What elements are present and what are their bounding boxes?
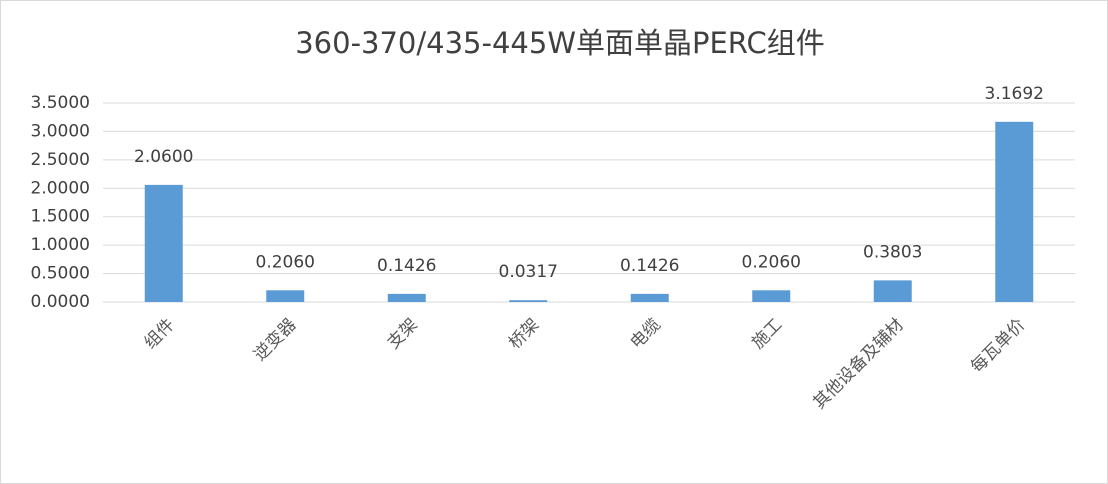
value-label: 0.2060 (256, 252, 315, 272)
bar (266, 290, 305, 302)
bar (752, 290, 791, 302)
value-label: 2.0600 (134, 147, 193, 167)
value-label: 0.2060 (742, 252, 801, 272)
y-tick-label: 2.0000 (31, 178, 90, 198)
bar (995, 121, 1034, 302)
chart-title: 360-370/435-445W单面单晶PERC组件 (295, 26, 825, 60)
value-label: 0.3803 (863, 242, 922, 262)
bar (144, 184, 183, 302)
bar (387, 293, 426, 302)
value-label: 0.1426 (377, 256, 436, 276)
y-tick-label: 2.5000 (31, 150, 90, 170)
y-tick-label: 3.5000 (31, 93, 90, 113)
y-tick-label: 3.0000 (31, 121, 90, 141)
value-label: 0.1426 (620, 256, 679, 276)
y-tick-label: 0.0000 (31, 292, 90, 312)
bar (509, 300, 548, 302)
y-tick-label: 0.5000 (31, 264, 90, 284)
value-label: 3.1692 (985, 84, 1044, 104)
y-tick-label: 1.0000 (31, 235, 90, 255)
bar (630, 293, 669, 302)
value-label: 0.0317 (499, 262, 558, 282)
bar (873, 280, 912, 302)
y-tick-label: 1.5000 (31, 207, 90, 227)
